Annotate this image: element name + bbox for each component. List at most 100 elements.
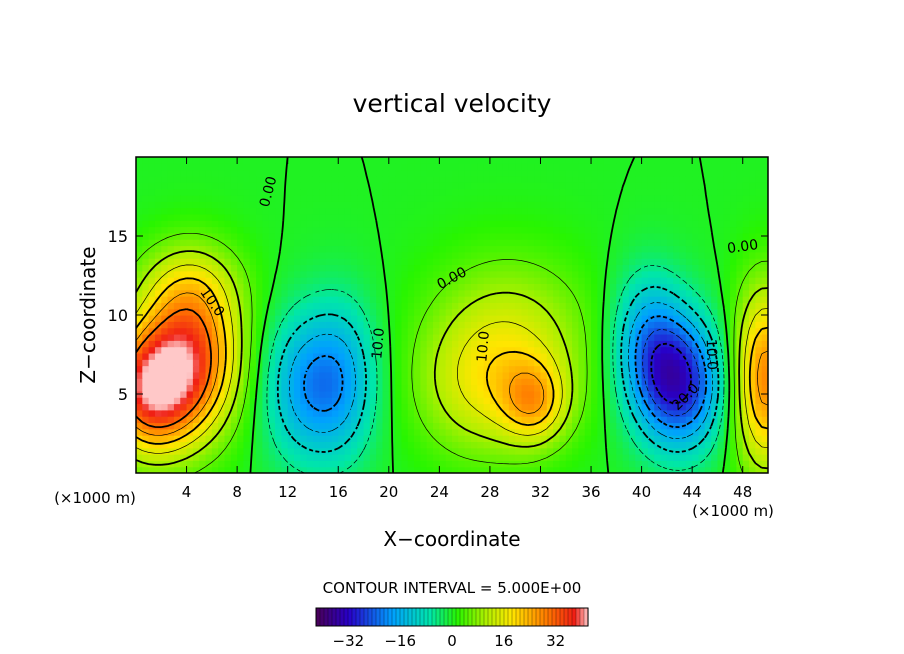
- heatmap-cell: [647, 169, 655, 177]
- heatmap-cell: [692, 169, 700, 177]
- heatmap-cell: [553, 302, 561, 310]
- heatmap-cell: [553, 352, 561, 360]
- heatmap-cell: [673, 308, 681, 316]
- heatmap-cell: [559, 441, 567, 449]
- heatmap-cell: [641, 466, 649, 473]
- heatmap-cell: [515, 264, 523, 272]
- heatmap-cell: [666, 460, 674, 468]
- heatmap-cell: [628, 245, 636, 253]
- heatmap-cell: [319, 169, 327, 177]
- heatmap-cell: [439, 157, 447, 164]
- heatmap-cell: [540, 340, 548, 348]
- heatmap-cell: [736, 239, 744, 247]
- heatmap-cell: [142, 182, 150, 190]
- heatmap-cell: [294, 245, 301, 253]
- heatmap-cell: [281, 447, 289, 455]
- heatmap-field: [136, 157, 768, 473]
- heatmap-cell: [338, 340, 346, 348]
- heatmap-cell: [154, 245, 162, 253]
- heatmap-cell: [420, 390, 428, 398]
- heatmap-cell: [540, 315, 548, 322]
- heatmap-cell: [281, 403, 289, 411]
- heatmap-cell: [508, 175, 516, 183]
- heatmap-cell: [180, 207, 188, 215]
- heatmap-cell: [433, 327, 440, 335]
- heatmap-cell: [470, 346, 478, 354]
- heatmap-cell: [584, 264, 592, 272]
- heatmap-cell: [142, 454, 150, 461]
- heatmap-cell: [647, 157, 655, 164]
- heatmap-cell: [673, 270, 681, 278]
- heatmap-cell: [553, 403, 561, 411]
- heatmap-cell: [755, 378, 763, 386]
- heatmap-cell: [192, 264, 200, 272]
- heatmap-cell: [186, 245, 194, 253]
- heatmap-cell: [439, 169, 447, 177]
- heatmap-cell: [325, 315, 333, 322]
- heatmap-cell: [199, 466, 207, 473]
- heatmap-cell: [439, 315, 447, 322]
- heatmap-cell: [521, 289, 529, 297]
- heatmap-cell: [192, 397, 200, 405]
- heatmap-cell: [224, 315, 232, 322]
- heatmap-cell: [186, 283, 194, 291]
- heatmap-cell: [262, 397, 270, 405]
- heatmap-cell: [616, 435, 624, 442]
- heatmap-cell: [755, 327, 763, 335]
- heatmap-cell: [698, 340, 706, 348]
- heatmap-cell: [268, 454, 276, 461]
- heatmap-cell: [426, 277, 434, 284]
- heatmap-cell: [603, 302, 611, 310]
- heatmap-cell: [635, 428, 643, 436]
- heatmap-cell: [749, 308, 756, 316]
- heatmap-cell: [211, 169, 219, 177]
- heatmap-cell: [622, 245, 630, 253]
- heatmap-cell: [508, 466, 516, 473]
- heatmap-cell: [167, 333, 175, 341]
- heatmap-cell: [452, 384, 459, 392]
- heatmap-cell: [224, 264, 232, 272]
- heatmap-cell: [325, 302, 333, 310]
- heatmap-cell: [376, 371, 384, 379]
- heatmap-cell: [477, 175, 485, 183]
- heatmap-cell: [521, 283, 529, 291]
- heatmap-cell: [704, 422, 712, 430]
- heatmap-cell: [572, 466, 579, 473]
- heatmap-cell: [439, 251, 447, 259]
- heatmap-cell: [319, 264, 327, 272]
- heatmap-cell: [218, 435, 226, 442]
- heatmap-cell: [180, 302, 188, 310]
- heatmap-cell: [603, 188, 611, 196]
- heatmap-cell: [711, 289, 719, 297]
- heatmap-cell: [508, 390, 516, 398]
- heatmap-cell: [597, 239, 605, 247]
- heatmap-cell: [420, 258, 428, 266]
- heatmap-cell: [515, 182, 523, 190]
- heatmap-cell: [294, 296, 301, 303]
- heatmap-cell: [553, 175, 561, 183]
- heatmap-cell: [502, 163, 510, 171]
- heatmap-cell: [692, 163, 700, 171]
- heatmap-cell: [477, 441, 485, 449]
- heatmap-cell: [742, 365, 750, 373]
- heatmap-cell: [597, 359, 605, 367]
- heatmap-cell: [363, 321, 371, 329]
- heatmap-cell: [433, 454, 440, 461]
- heatmap-cell: [616, 321, 624, 329]
- heatmap-cell: [578, 466, 586, 473]
- heatmap-cell: [414, 441, 421, 449]
- heatmap-cell: [224, 384, 232, 392]
- heatmap-cell: [268, 403, 276, 411]
- heatmap-cell: [243, 207, 251, 215]
- heatmap-cell: [458, 352, 466, 360]
- heatmap-cell: [572, 378, 579, 386]
- heatmap-cell: [635, 327, 643, 335]
- heatmap-cell: [685, 359, 693, 367]
- heatmap-cell: [546, 340, 554, 348]
- heatmap-cell: [483, 359, 491, 367]
- heatmap-cell: [704, 245, 712, 253]
- heatmap-cell: [192, 315, 200, 322]
- heatmap-cell: [591, 251, 598, 259]
- heatmap-cell: [660, 258, 668, 266]
- heatmap-cell: [666, 352, 674, 360]
